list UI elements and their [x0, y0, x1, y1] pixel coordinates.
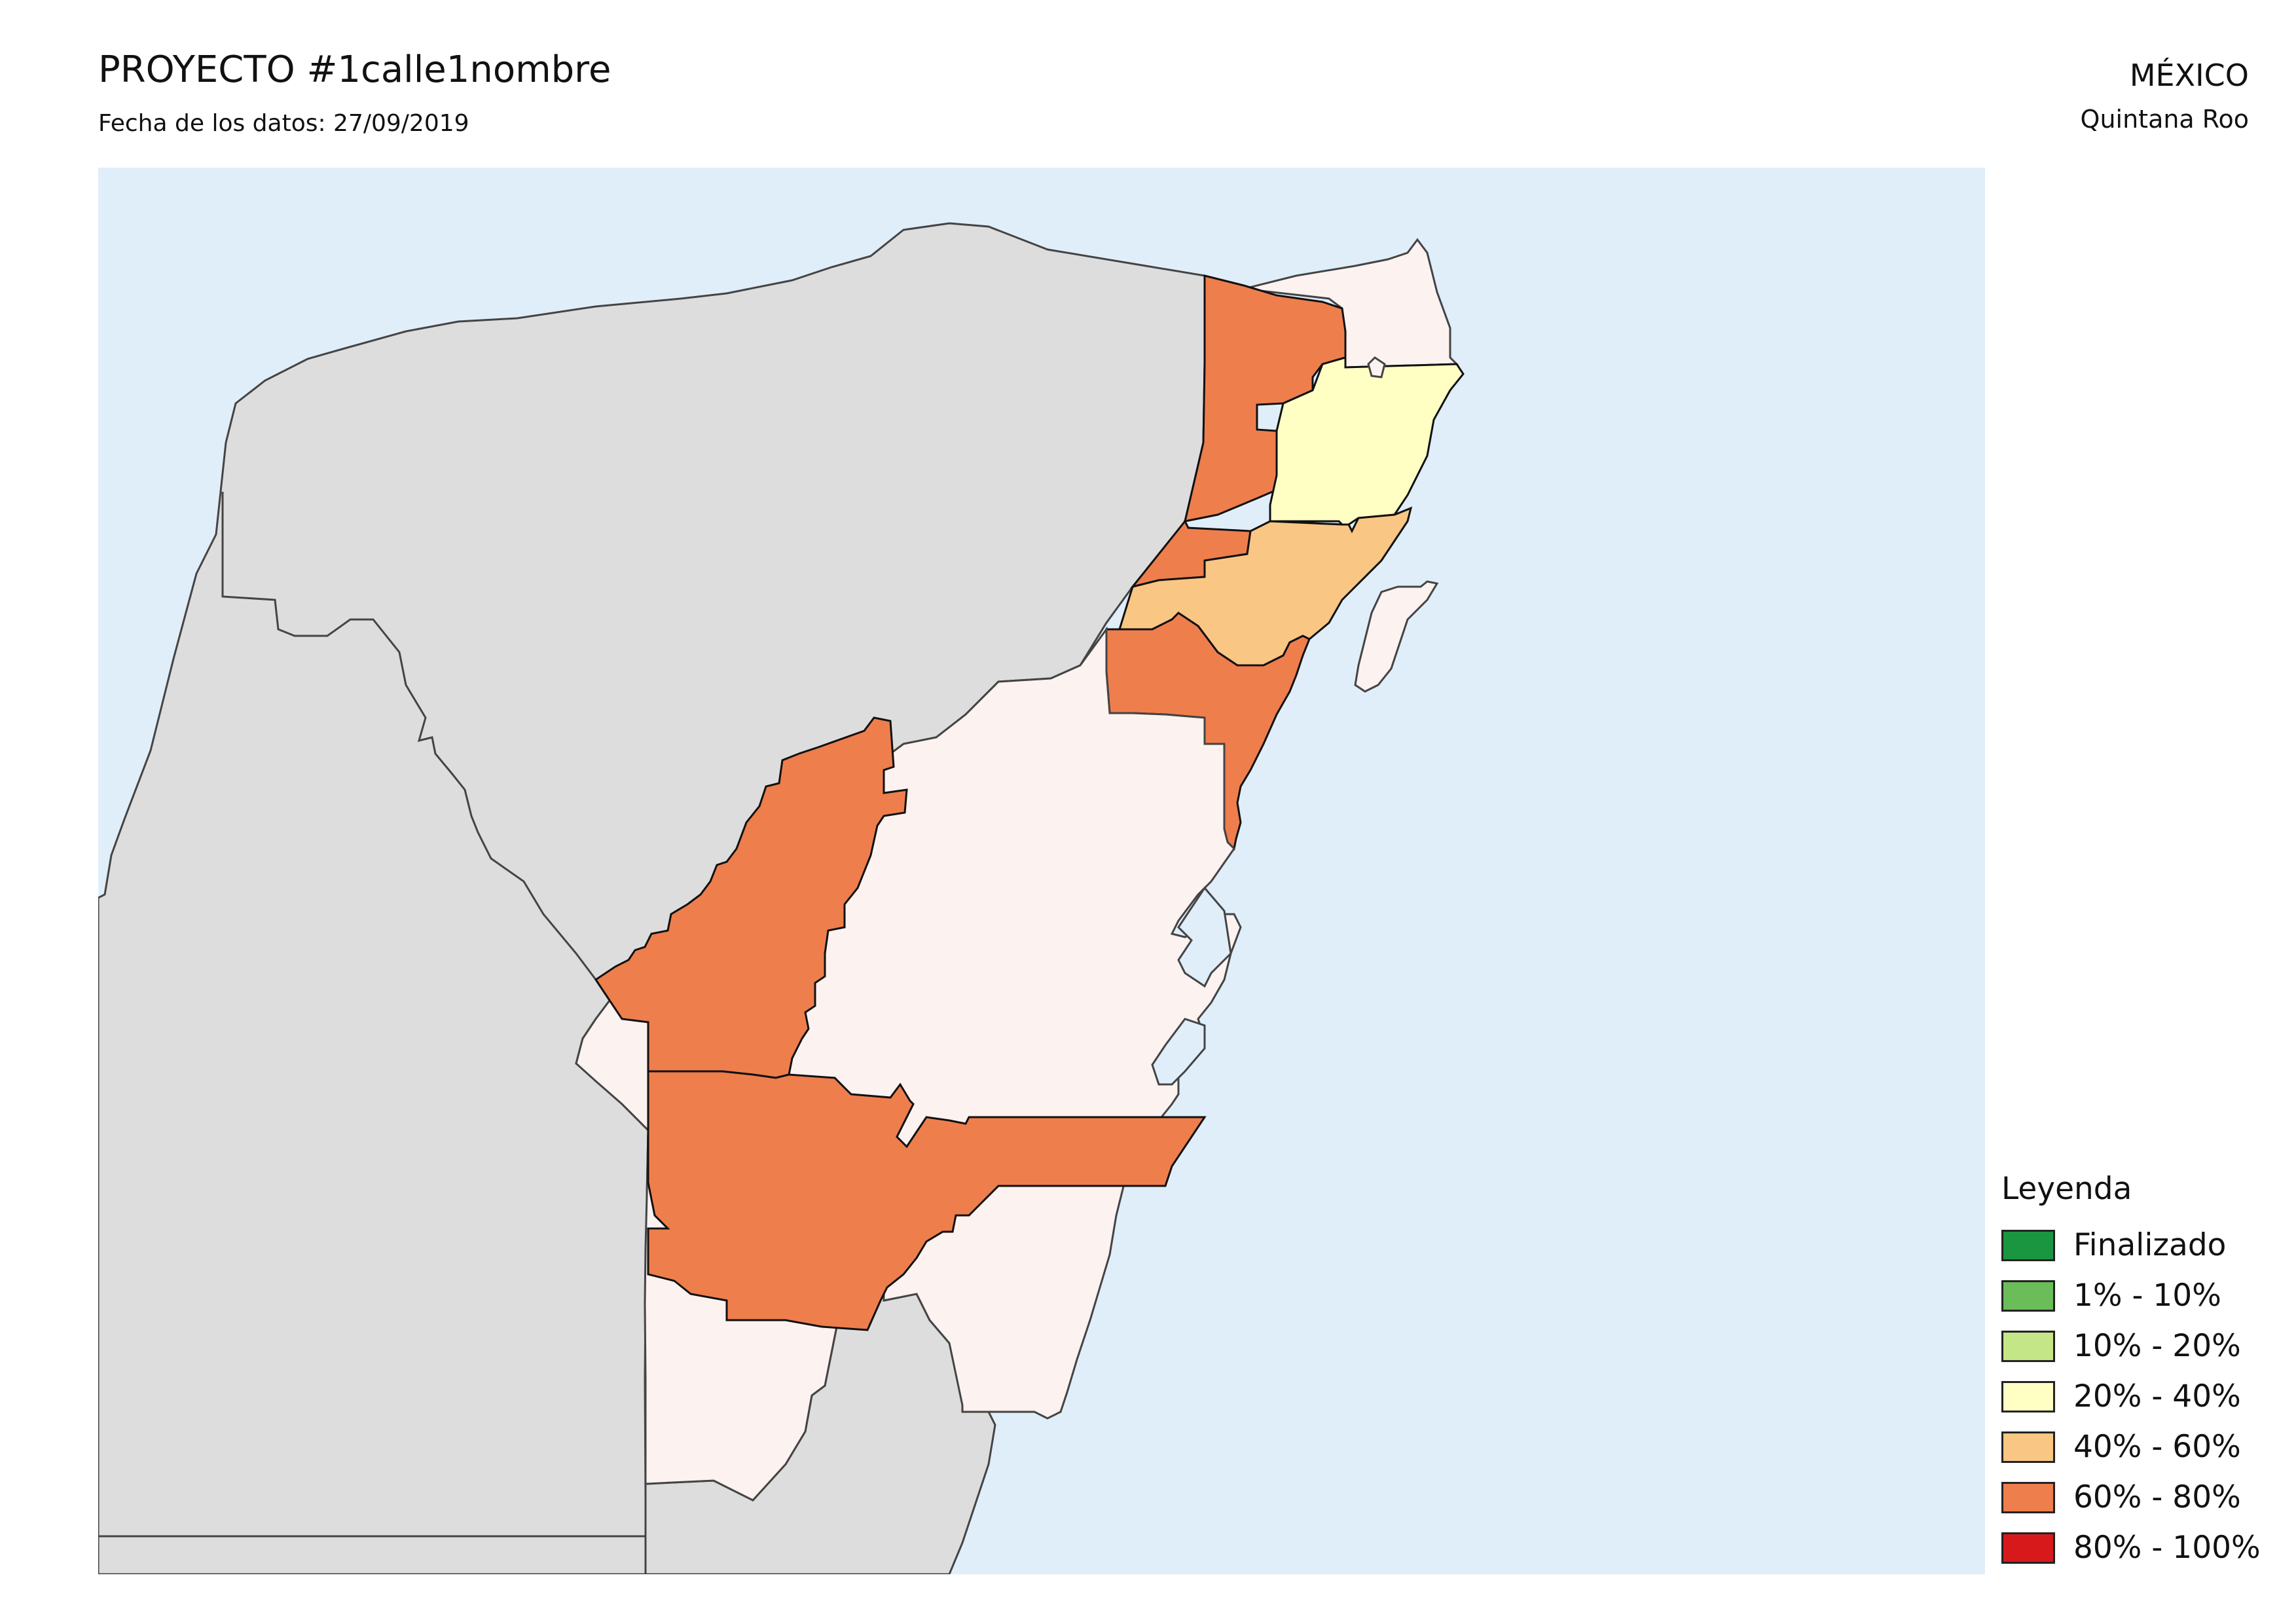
legend-label: 10% - 20% [2073, 1328, 2241, 1364]
legend-swatch [2001, 1481, 2055, 1513]
legend-label: 80% - 100% [2073, 1530, 2261, 1566]
municipality-cozumel [1354, 580, 1439, 693]
bay-south [1151, 1018, 1206, 1086]
legend-swatch [2001, 1280, 2055, 1312]
map-frame [98, 168, 1985, 1574]
data-date: Fecha de los datos: 27/09/2019 [98, 110, 469, 137]
legend-label: 1% - 10% [2073, 1278, 2221, 1314]
choropleth-map [98, 168, 1985, 1574]
legend-items: Finalizado 1% - 10% 10% - 20% 20% - 40% 40% … [2001, 1220, 2261, 1573]
legend-swatch [2001, 1532, 2055, 1564]
legend-swatch [2001, 1431, 2055, 1463]
legend-item: 60% - 80% [2001, 1472, 2261, 1522]
legend-label: 40% - 60% [2073, 1429, 2241, 1465]
legend-item: 10% - 20% [2001, 1321, 2261, 1371]
legend-title: Leyenda [2001, 1171, 2132, 1207]
map-title: PROYECTO #1calle1nombre [98, 48, 611, 91]
legend-item: 40% - 60% [2001, 1422, 2261, 1472]
legend-label: Finalizado [2073, 1227, 2227, 1263]
country-label: MÉXICO [2129, 58, 2249, 93]
legend-swatch [2001, 1330, 2055, 1362]
state-boundary [221, 492, 649, 1049]
legend-swatch [2001, 1380, 2055, 1412]
region-label: Quintana Roo [2080, 105, 2249, 134]
legend-item: 20% - 40% [2001, 1371, 2261, 1422]
legend-item: 1% - 10% [2001, 1270, 2261, 1321]
bay [1177, 886, 1232, 988]
legend-item: 80% - 100% [2001, 1522, 2261, 1573]
legend-label: 20% - 40% [2073, 1378, 2241, 1414]
legend-item: Finalizado [2001, 1220, 2261, 1270]
municipality-bacalar [647, 1070, 1207, 1331]
legend: Leyenda Finalizado 1% - 10% 10% - 20% 20% -… [2001, 1171, 2261, 1573]
isla-mujeres-island [1367, 356, 1386, 378]
legend-label: 60% - 80% [2073, 1479, 2241, 1515]
legend-swatch [2001, 1229, 2055, 1261]
